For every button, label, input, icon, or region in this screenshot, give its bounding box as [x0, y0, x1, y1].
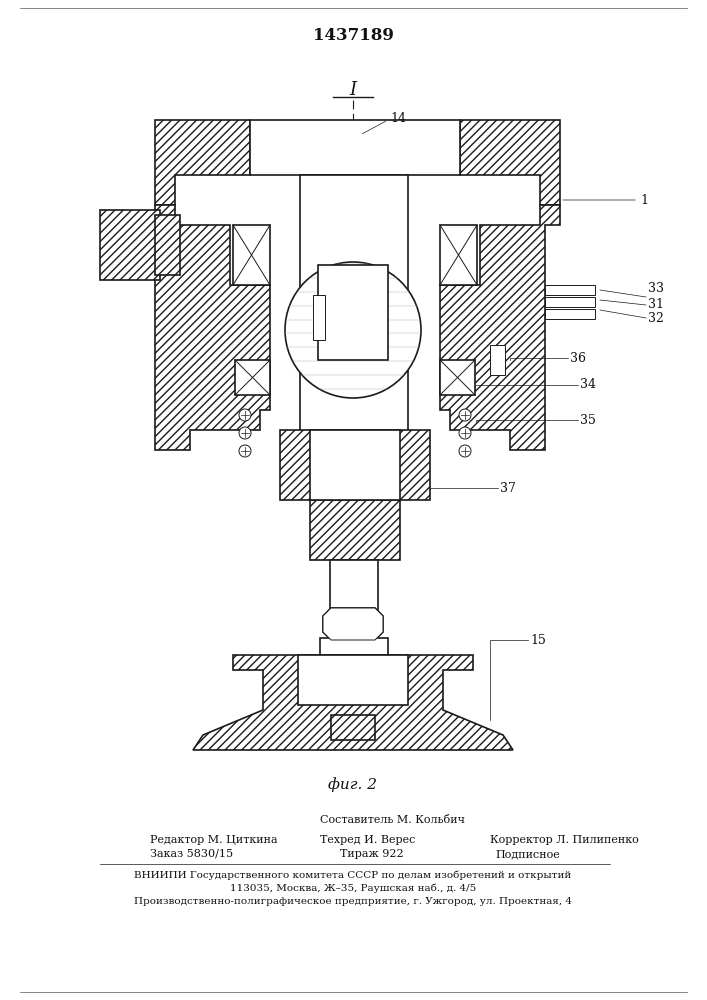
Polygon shape — [323, 608, 383, 640]
Circle shape — [239, 427, 251, 439]
Polygon shape — [155, 205, 270, 450]
Text: Подписное: Подписное — [495, 849, 560, 859]
Polygon shape — [298, 655, 408, 705]
Polygon shape — [440, 205, 560, 450]
Text: Корректор Л. Пилипенко: Корректор Л. Пилипенко — [490, 835, 638, 845]
Polygon shape — [100, 210, 160, 280]
Text: Заказ 5830/15: Заказ 5830/15 — [150, 849, 233, 859]
Text: 35: 35 — [580, 414, 596, 426]
Bar — [545, 297, 595, 307]
Text: Составитель М. Кольбич: Составитель М. Кольбич — [320, 815, 465, 825]
Bar — [331, 715, 375, 740]
Text: 37: 37 — [500, 482, 516, 494]
Text: I: I — [349, 81, 356, 99]
Text: 33: 33 — [648, 282, 664, 294]
Text: фиг. 2: фиг. 2 — [329, 778, 378, 792]
Bar — [250, 120, 460, 175]
Bar — [155, 215, 180, 275]
Polygon shape — [440, 360, 475, 395]
Bar — [313, 295, 325, 340]
Text: 1: 1 — [640, 194, 648, 207]
Bar — [300, 175, 408, 490]
Text: Техред И. Верес: Техред И. Верес — [320, 835, 416, 845]
Bar — [310, 490, 400, 560]
Polygon shape — [155, 120, 250, 205]
Circle shape — [459, 427, 471, 439]
Text: Производственно-полиграфическое предприятие, г. Ужгород, ул. Проектная, 4: Производственно-полиграфическое предприя… — [134, 896, 572, 906]
Polygon shape — [235, 360, 270, 395]
Text: 34: 34 — [580, 378, 596, 391]
Circle shape — [285, 262, 421, 398]
Polygon shape — [323, 608, 383, 640]
Circle shape — [239, 445, 251, 457]
Circle shape — [459, 445, 471, 457]
Bar — [330, 560, 378, 610]
Bar — [320, 638, 388, 655]
Bar — [545, 309, 595, 319]
Bar — [318, 265, 388, 360]
Text: 36: 36 — [570, 352, 586, 364]
Text: 15: 15 — [530, 634, 546, 647]
Text: 31: 31 — [648, 298, 664, 312]
Text: ВНИИПИ Государственного комитета СССР по делам изобретений и открытий: ВНИИПИ Государственного комитета СССР по… — [134, 870, 572, 880]
Polygon shape — [193, 655, 513, 750]
Text: 113035, Москва, Ж–35, Раушская наб., д. 4/5: 113035, Москва, Ж–35, Раушская наб., д. … — [230, 883, 476, 893]
Bar — [310, 430, 400, 500]
Text: 32: 32 — [648, 312, 664, 324]
Polygon shape — [440, 225, 477, 285]
Circle shape — [239, 409, 251, 421]
Bar — [280, 430, 430, 500]
Polygon shape — [460, 120, 560, 205]
Text: 14: 14 — [390, 111, 406, 124]
Circle shape — [459, 409, 471, 421]
Text: Редактор М. Циткина: Редактор М. Циткина — [150, 835, 278, 845]
Text: 1437189: 1437189 — [312, 26, 393, 43]
Bar — [490, 345, 505, 375]
Bar — [545, 285, 595, 295]
Text: Тираж 922: Тираж 922 — [340, 849, 404, 859]
Polygon shape — [233, 225, 270, 285]
